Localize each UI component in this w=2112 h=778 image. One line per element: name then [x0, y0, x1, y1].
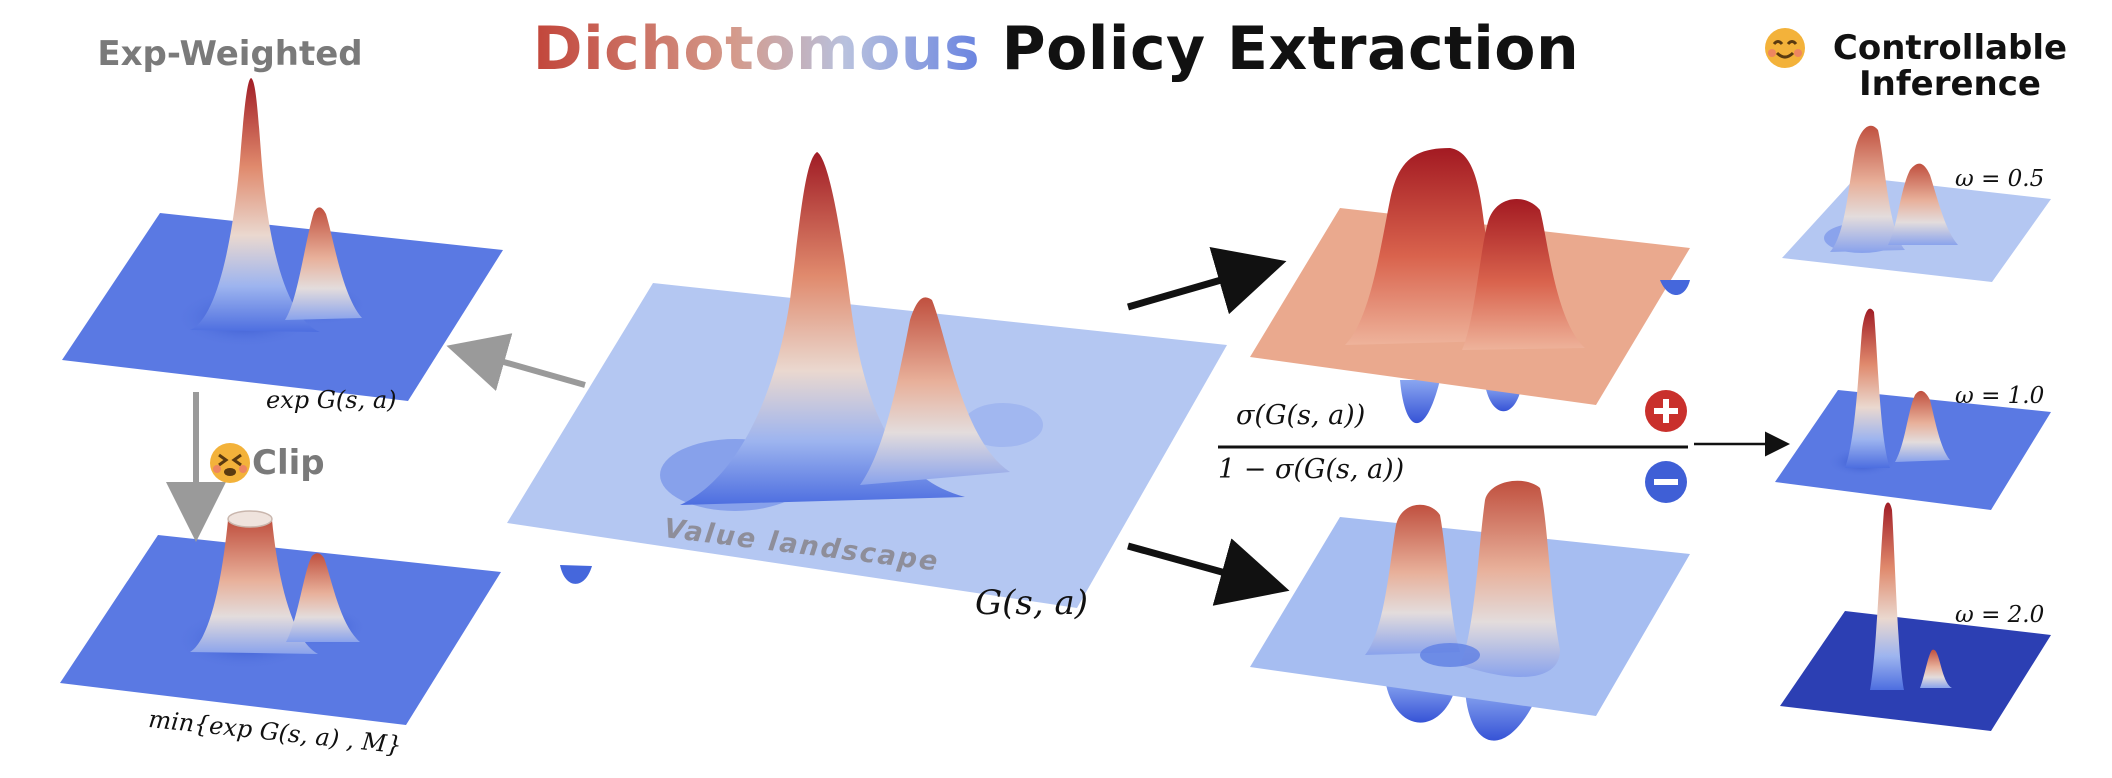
inference-title-line2: Inference — [1859, 64, 2041, 104]
controllable-inference-title: Controllable Inference — [1800, 30, 2100, 102]
omega-1.0-surface — [1775, 308, 2051, 510]
value-landscape-surface — [507, 152, 1227, 608]
to-exp-weighted-arrow — [446, 333, 586, 391]
plus-circle-icon — [1645, 390, 1687, 432]
smiling-face-icon — [1765, 28, 1805, 68]
dizzy-face-icon — [210, 443, 250, 483]
sigma-positive-surface — [1250, 148, 1690, 424]
center-formula: G(s, a) — [975, 583, 1089, 623]
minus-circle-icon — [1645, 461, 1687, 503]
omega-label-1.0: ω = 1.0 — [1955, 383, 2045, 409]
clip-label: Clip — [252, 443, 325, 483]
title-colored-part: Dichotomous — [532, 14, 981, 84]
inference-title-line1: Controllable — [1832, 28, 2068, 68]
omega-label-2.0: ω = 2.0 — [1955, 602, 2045, 628]
sigma-denominator: 1 − σ(G(s, a)) — [1218, 454, 1405, 485]
sigma-negative-surface — [1250, 480, 1690, 741]
page-title: Dichotomous Policy Extraction — [0, 14, 2112, 84]
clipped-surface — [60, 510, 501, 725]
sigma-numerator: σ(G(s, a)) — [1236, 400, 1366, 431]
exp-formula: exp G(s, a) — [266, 386, 397, 414]
to-negative-arrow — [1127, 538, 1290, 606]
exp-weighted-title: Exp-Weighted — [97, 34, 363, 74]
omega-0.5-surface — [1660, 125, 2051, 295]
title-plain-part: Policy Extraction — [1001, 14, 1580, 84]
omega-2.0-surface — [1780, 502, 2051, 731]
to-positive-arrow — [1127, 246, 1287, 315]
exp-weighted-surface — [62, 78, 503, 401]
omega-label-0.5: ω = 0.5 — [1955, 166, 2045, 192]
